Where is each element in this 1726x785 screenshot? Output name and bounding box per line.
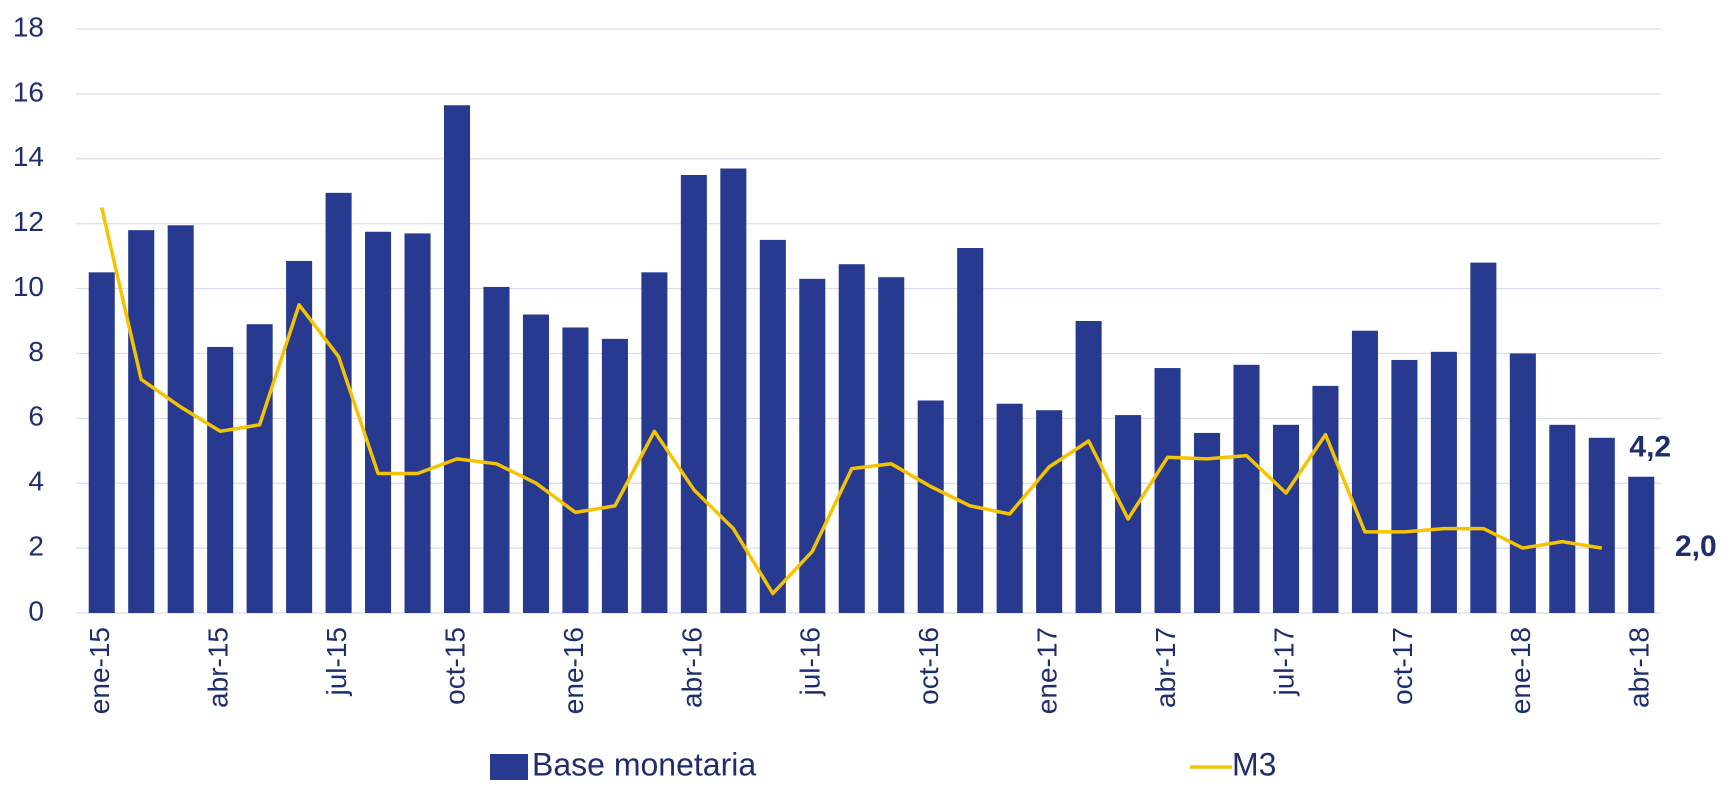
bar [522,314,549,613]
x-tick-label: ene-18 [1505,627,1536,714]
bar [1430,351,1457,613]
x-tick-label: ene-16 [558,627,589,714]
x-tick-label: oct-16 [913,627,944,705]
y-tick-label: 12 [13,206,44,237]
bar [207,346,234,613]
legend-label: Base monetaria [532,746,756,782]
bar [680,175,707,613]
y-tick-label: 16 [13,76,44,107]
x-tick-label: jul-16 [795,627,826,696]
bar [562,327,589,613]
y-tick-label: 4 [28,466,44,497]
x-tick-label: abr-18 [1624,627,1655,708]
bar [1351,330,1378,613]
x-tick-label: abr-16 [676,627,707,708]
x-tick-label: oct-15 [439,627,470,705]
bar [1509,353,1536,613]
bar [1470,262,1497,613]
bar [365,231,392,613]
bar [1233,364,1260,613]
bar [128,230,155,613]
bar [601,338,628,613]
bar [917,400,944,613]
y-tick-label: 0 [28,595,44,626]
line [99,207,1603,596]
bar [1588,437,1615,613]
bar [325,192,352,613]
bar [759,239,786,613]
y-tick-label: 6 [28,401,44,432]
bar [838,264,865,613]
bar [878,277,905,613]
x-tick-label: ene-15 [84,627,115,714]
bar [1312,385,1339,613]
legend-label: M3 [1232,746,1276,782]
bar [1194,432,1221,613]
x-tick-label: abr-15 [203,627,234,708]
y-tick-label: 18 [13,11,44,42]
bar [1391,359,1418,613]
y-tick-label: 10 [13,271,44,302]
bar [720,168,747,613]
data-label: 4,2 [1629,431,1671,464]
x-tick-label: abr-17 [1150,627,1181,708]
bar [996,403,1023,613]
bar [1549,424,1576,613]
bar [246,324,273,613]
bar [957,248,984,613]
y-tick-label: 8 [28,336,44,367]
bar [1075,321,1102,613]
bar [286,260,313,613]
y-tick-label: 2 [28,531,44,562]
x-tick-label: jul-15 [321,627,352,696]
bar [483,286,510,613]
legend-swatch [490,754,528,780]
bar [404,233,431,613]
bar [443,105,471,613]
x-tick-label: jul-17 [1268,627,1299,696]
x-tick-label: ene-17 [1032,627,1063,714]
bar [1628,476,1655,613]
bar [799,278,826,613]
bar [1115,415,1142,613]
bar [1036,410,1063,613]
bar [167,225,194,614]
x-tick-label: oct-17 [1387,627,1418,705]
bar [1154,368,1181,613]
data-label: 2,0 [1675,530,1717,563]
y-tick-label: 14 [13,141,44,172]
bar [1272,424,1300,613]
bar [88,272,115,613]
